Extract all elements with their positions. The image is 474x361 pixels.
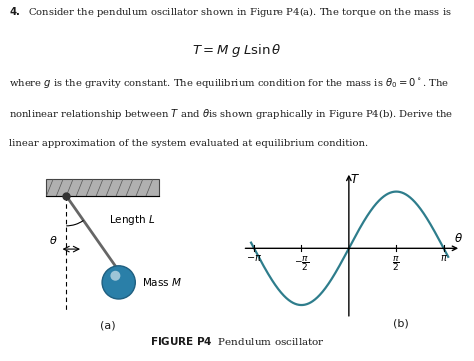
Text: $\mathbf{FIGURE\ P4}$  Pendulum oscillator: $\mathbf{FIGURE\ P4}$ Pendulum oscillato… [150, 335, 324, 347]
Text: (a): (a) [100, 321, 116, 330]
Text: Length $L$: Length $L$ [109, 213, 155, 227]
Circle shape [102, 266, 135, 299]
Text: $\theta$: $\theta$ [49, 234, 57, 246]
Text: where $g$ is the gravity constant. The equilibrium condition for the mass is $\t: where $g$ is the gravity constant. The e… [9, 76, 450, 90]
Text: nonlinear relationship between $T$ and $\theta$is shown graphically in Figure P4: nonlinear relationship between $T$ and $… [9, 108, 454, 121]
Circle shape [110, 271, 120, 281]
Text: $\mathbf{4.}$  Consider the pendulum oscillator shown in Figure P4(a). The torqu: $\mathbf{4.}$ Consider the pendulum osci… [9, 5, 452, 19]
Text: $T = M\;g\;L\sin\theta$: $T = M\;g\;L\sin\theta$ [192, 42, 282, 58]
FancyBboxPatch shape [46, 179, 159, 196]
Text: (b): (b) [393, 319, 409, 329]
Text: $T$: $T$ [350, 174, 360, 187]
Text: $-\pi$: $-\pi$ [246, 253, 262, 262]
Text: Mass $M$: Mass $M$ [142, 277, 182, 288]
Text: $\pi$: $\pi$ [440, 253, 447, 262]
Text: linear approximation of the system evaluated at equilibrium condition.: linear approximation of the system evalu… [9, 139, 369, 148]
Text: $-\dfrac{\pi}{2}$: $-\dfrac{\pi}{2}$ [294, 254, 309, 273]
Text: $\theta$: $\theta$ [455, 232, 464, 245]
Text: $\dfrac{\pi}{2}$: $\dfrac{\pi}{2}$ [392, 254, 400, 273]
